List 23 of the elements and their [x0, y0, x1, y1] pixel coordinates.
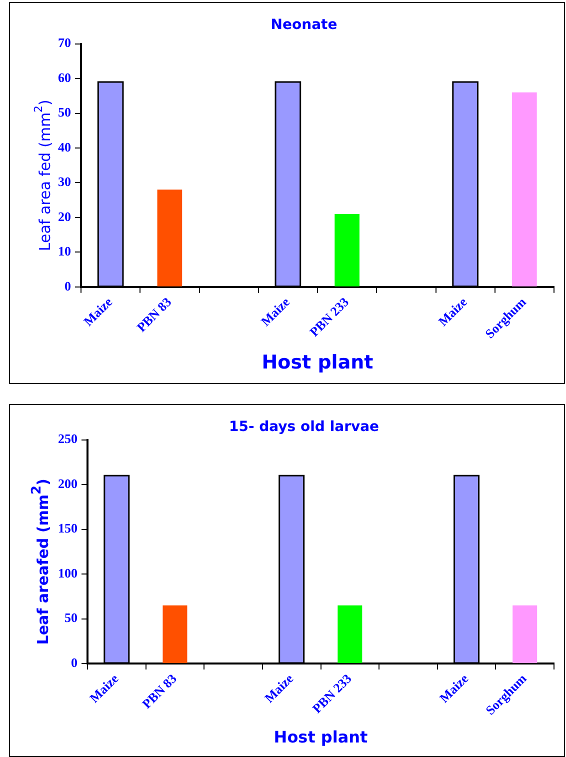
y-tick-label: 70	[58, 35, 71, 50]
y-tick-label: 0	[71, 654, 78, 670]
y-tick-label: 40	[58, 139, 71, 154]
y-tick-label: 30	[58, 174, 71, 190]
y-tick-label: 20	[58, 208, 71, 224]
y-axis-title: Leaf areafed (mm2)	[29, 478, 52, 645]
y-tick-label: 200	[58, 476, 78, 491]
chart-title: Neonate	[270, 17, 338, 34]
bar	[157, 190, 182, 286]
y-tick-label: 60	[58, 70, 71, 85]
x-axis-title: Host plant	[262, 352, 374, 374]
y-tick-label: 10	[58, 244, 71, 259]
x-axis-title: Host plant	[274, 728, 368, 747]
y-tick-label: 50	[58, 104, 71, 120]
bar	[512, 92, 537, 286]
y-tick-label: 50	[64, 610, 78, 626]
chart-title: 15- days old larvae	[228, 419, 380, 436]
y-axis-title: Leaf area fed (mm2)	[32, 100, 54, 252]
y-tick-label: 150	[58, 520, 78, 536]
y-tick-label: 0	[64, 278, 71, 294]
y-tick-label: 250	[58, 431, 78, 446]
bar	[334, 214, 360, 286]
y-tick-label: 100	[58, 565, 78, 580]
